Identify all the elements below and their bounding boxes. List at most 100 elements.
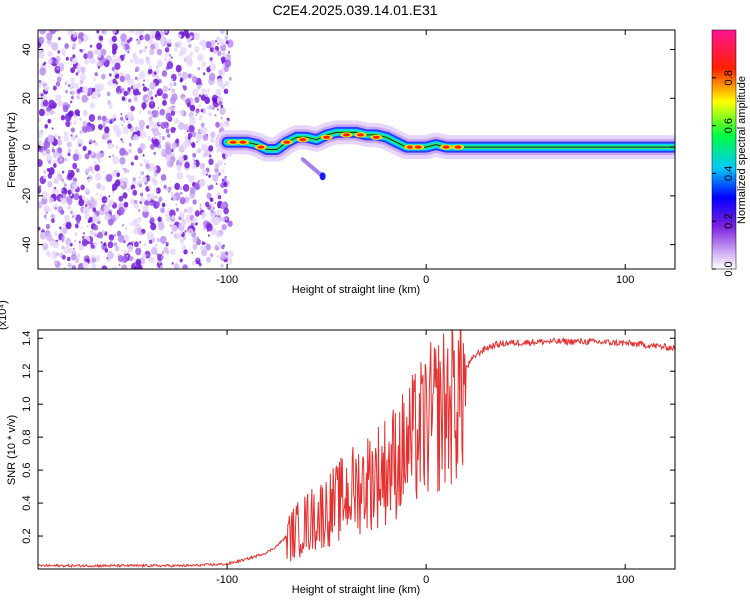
noise-speck (100, 48, 107, 56)
noise-speck (64, 81, 68, 85)
figure-title: C2E4.2025.039.14.01.E31 (272, 2, 437, 18)
spectrogram-x-ticks: -100 0 100 (216, 30, 634, 286)
noise-speck (189, 51, 194, 57)
noise-speck (101, 30, 104, 34)
noise-speck (148, 176, 151, 180)
noise-speck (132, 189, 138, 196)
noise-speck (171, 88, 175, 93)
noise-speck (217, 195, 222, 200)
noise-speck (163, 57, 167, 62)
noise-speck (135, 31, 140, 36)
noise-speck (58, 72, 61, 75)
noise-speck (212, 174, 219, 182)
noise-speck (145, 145, 147, 148)
noise-speck (126, 254, 129, 257)
noise-speck (55, 59, 59, 65)
y-tick-label: 0.2 (21, 528, 33, 543)
noise-speck (192, 243, 198, 250)
noise-speck (135, 66, 140, 72)
colorbar-tick-label: 0.6 (723, 118, 735, 133)
noise-speck (220, 202, 226, 210)
noise-speck (92, 90, 100, 99)
noise-speck (101, 185, 106, 191)
noise-speck (165, 146, 172, 155)
noise-speck (188, 44, 192, 48)
noise-speck (189, 186, 196, 195)
noise-speck (216, 241, 222, 248)
noise-speck (208, 145, 214, 152)
noise-speck (192, 199, 197, 205)
noise-speck (132, 87, 139, 96)
noise-speck (64, 131, 68, 137)
noise-speck (112, 124, 120, 133)
noise-speck (57, 135, 61, 140)
noise-speck (191, 75, 198, 83)
noise-speck (166, 243, 169, 247)
noise-speck (64, 43, 69, 49)
colorbar: 0.0 0.2 0.4 0.6 0.8 Normalized spectral ampl… (711, 29, 748, 277)
spectrogram-x-axis-label: Height of straight line (km) (292, 284, 420, 296)
noise-speck (149, 217, 155, 224)
noise-speck (149, 120, 155, 127)
noise-speck (171, 215, 176, 220)
noise-speck (122, 46, 126, 50)
noise-speck (121, 223, 124, 227)
noise-speck (87, 92, 91, 97)
noise-speck (51, 146, 54, 149)
noise-speck (103, 242, 107, 247)
noise-speck (141, 264, 144, 268)
noise-speck (142, 83, 145, 87)
noise-speck (170, 197, 174, 201)
noise-speck (181, 142, 188, 150)
noise-speck (62, 222, 67, 228)
noise-speck (123, 240, 126, 244)
y-tick-label: 0.6 (21, 462, 33, 477)
noise-speck (223, 162, 226, 166)
noise-speck (107, 200, 113, 207)
noise-speck (38, 82, 42, 89)
noise-speck (112, 183, 118, 191)
noise-speck (198, 103, 202, 108)
noise-speck (185, 33, 190, 39)
spectrogram-frame (37, 29, 676, 270)
noise-speck (223, 207, 229, 215)
noise-speck (202, 245, 204, 248)
y-tick-label: 1.2 (21, 364, 33, 379)
noise-speck (110, 209, 112, 213)
noise-speck (48, 197, 54, 204)
noise-speck (91, 254, 95, 259)
noise-speck (43, 175, 47, 179)
ridge-peak (229, 140, 237, 144)
noise-speck (144, 33, 151, 42)
noise-speck (206, 256, 211, 263)
noise-speck (81, 238, 88, 247)
noise-speck (114, 245, 120, 252)
spectrogram-noise-region (38, 30, 234, 269)
noise-speck (123, 53, 126, 57)
noise-speck (52, 85, 57, 91)
noise-speck (107, 218, 114, 226)
noise-speck (196, 140, 199, 143)
noise-speck (123, 253, 126, 256)
ridge-peak (454, 145, 462, 149)
noise-speck (78, 243, 85, 251)
noise-speck (147, 135, 152, 142)
noise-speck (72, 162, 78, 170)
noise-speck (71, 212, 75, 216)
noise-speck (43, 205, 50, 213)
noise-speck (191, 143, 196, 148)
noise-speck (205, 201, 210, 207)
noise-speck (209, 184, 214, 190)
noise-speck (152, 128, 160, 137)
ridge-peak (299, 138, 307, 142)
noise-speck (130, 91, 132, 94)
noise-speck (132, 219, 139, 227)
noise-speck (217, 42, 219, 45)
noise-speck (111, 58, 117, 65)
noise-speck (194, 46, 200, 53)
x-tick-label: 100 (616, 274, 634, 286)
noise-speck (143, 242, 147, 247)
noise-speck (130, 161, 134, 166)
noise-speck (134, 76, 138, 80)
noise-speck (120, 33, 127, 42)
